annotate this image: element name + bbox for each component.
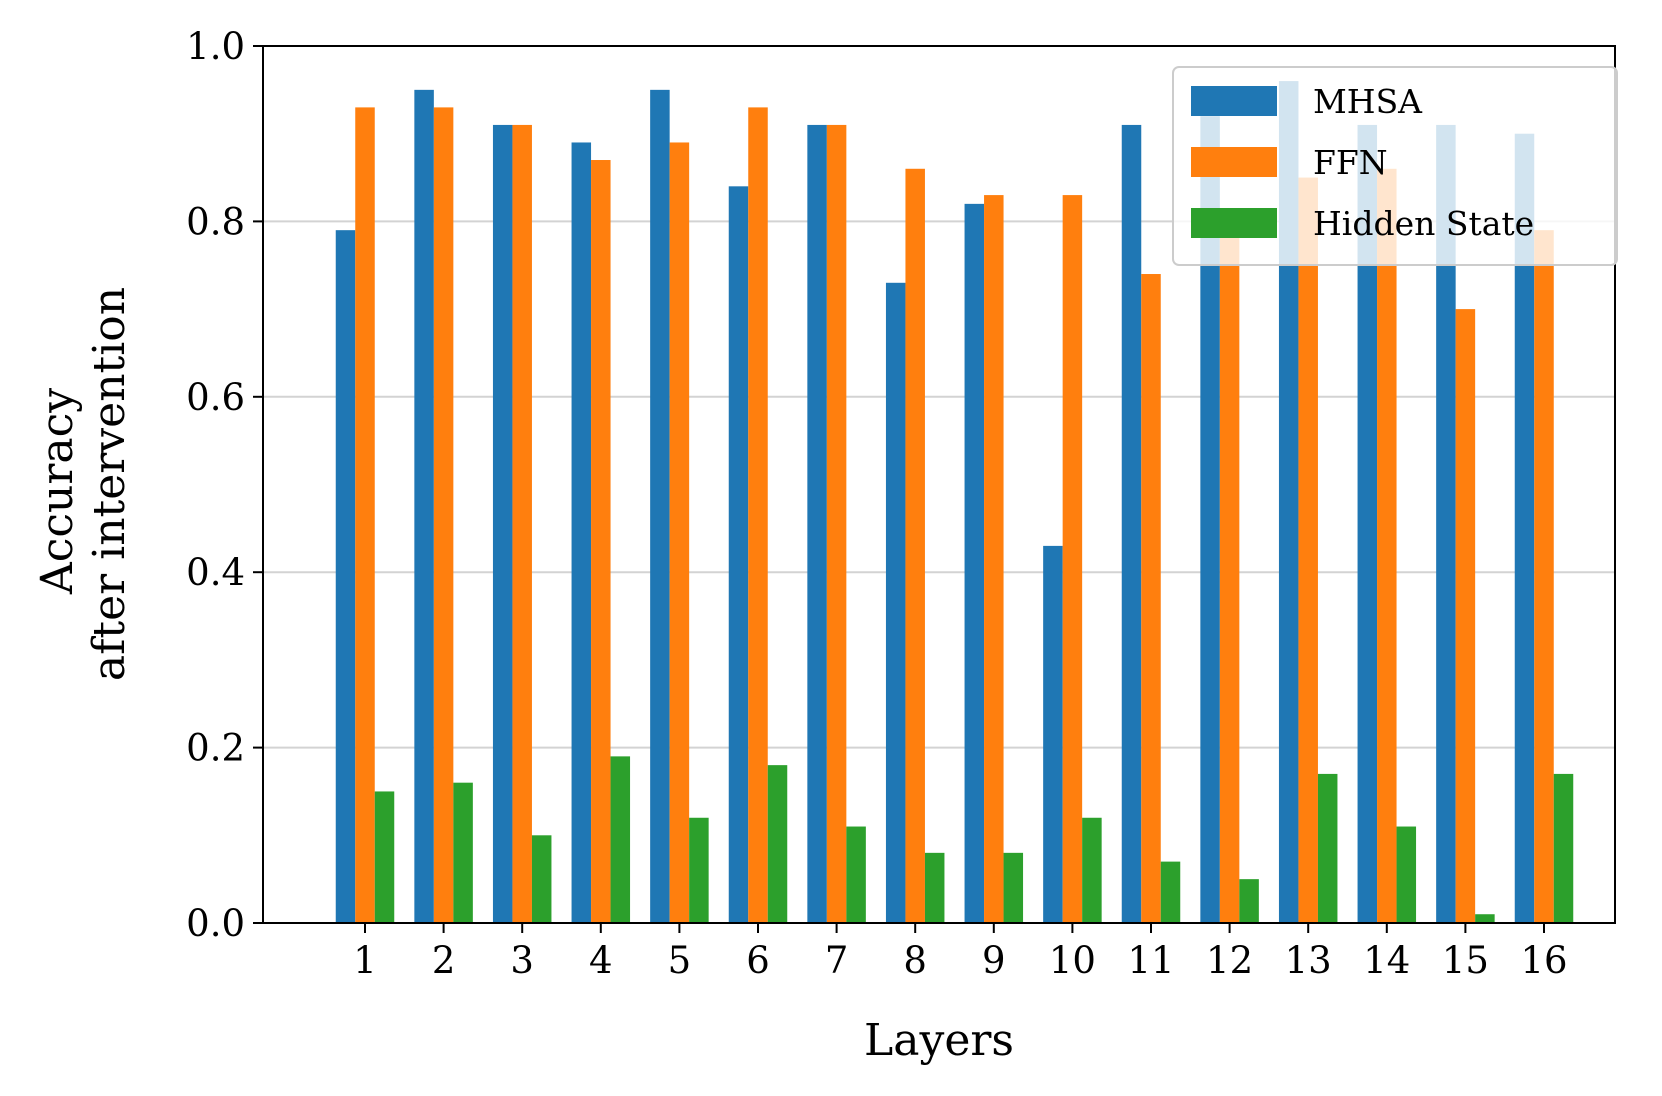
bar-mhsa — [885, 282, 906, 923]
x-tick-label: 2 — [432, 939, 456, 982]
x-tick-label: 13 — [1285, 939, 1332, 982]
bar-hidden-state — [374, 791, 395, 923]
bar-ffn — [512, 124, 532, 924]
y-axis-label-line-1: Accuracy — [32, 388, 83, 595]
y-tick-label: 0.4 — [186, 551, 245, 594]
bar-hidden-state — [689, 817, 709, 923]
bar-ffn — [748, 107, 768, 923]
bar-hidden-state — [531, 835, 552, 923]
bar-ffn — [1141, 274, 1161, 923]
y-axis: 0.0 0.2 0.4 0.6 0.8 1.0 — [186, 25, 263, 945]
legend-swatch — [1191, 208, 1277, 238]
bar-hidden-state — [924, 852, 945, 923]
bar-mhsa — [650, 89, 670, 924]
bars — [335, 81, 1574, 924]
bar-ffn — [669, 142, 690, 924]
legend-swatch — [1191, 86, 1277, 116]
y-tick-label: 0.6 — [186, 376, 245, 419]
bar-hidden-state — [1553, 773, 1574, 923]
bar-mhsa — [335, 230, 356, 924]
bar-mhsa — [728, 186, 749, 923]
x-axis: 1 2 3 4 5 6 7 8 9 10 11 12 13 14 15 16 — [353, 923, 1568, 982]
bar-hidden-state — [1003, 852, 1024, 923]
x-tick-label: 15 — [1442, 939, 1489, 982]
y-axis-label: Accuracy after intervention — [32, 287, 135, 681]
x-tick-label: 9 — [982, 939, 1006, 982]
plot-frame — [262, 45, 1616, 924]
bar-hidden-state — [767, 765, 788, 923]
legend-swatch — [1191, 147, 1277, 177]
bar-ffn — [1219, 230, 1240, 924]
bar-ffn — [984, 195, 1004, 924]
y-tick-label: 0.8 — [186, 200, 245, 243]
bar-hidden-state — [1475, 914, 1495, 923]
legend-box — [1172, 66, 1618, 266]
y-axis-label-line-2: after intervention — [84, 287, 135, 681]
y-tick-label: 0.0 — [186, 902, 245, 945]
bar-ffn — [1377, 168, 1397, 923]
bar-mhsa — [1043, 545, 1063, 923]
x-tick-label: 14 — [1363, 939, 1410, 982]
x-tick-label: 10 — [1049, 939, 1096, 982]
bar-mhsa — [1278, 81, 1299, 923]
bar-hidden-state — [610, 756, 631, 923]
bar-mhsa — [571, 142, 592, 924]
legend-label: Hidden State — [1313, 204, 1534, 243]
x-tick-label: 4 — [589, 939, 613, 982]
bar-ffn — [433, 107, 454, 923]
bar-mhsa — [1357, 124, 1378, 924]
x-tick-label: 5 — [668, 939, 692, 982]
bar-ffn — [591, 160, 611, 923]
bar-mhsa — [492, 124, 513, 924]
bar-hidden-state — [1396, 826, 1417, 923]
x-tick-label: 3 — [510, 939, 534, 982]
x-tick-label: 8 — [903, 939, 927, 982]
bar-hidden-state — [1082, 817, 1102, 923]
bar-mhsa — [1121, 124, 1142, 924]
bar-ffn — [1534, 230, 1554, 924]
x-tick-label: 7 — [825, 939, 849, 982]
bar-mhsa — [1436, 124, 1456, 924]
bar-hidden-state — [1160, 861, 1181, 923]
gridlines — [263, 220, 1615, 749]
bar-hidden-state — [1317, 773, 1338, 923]
x-tick-label: 1 — [353, 939, 377, 982]
x-tick-label: 16 — [1520, 939, 1567, 982]
bar-mhsa — [964, 203, 985, 924]
bar-ffn — [905, 168, 925, 923]
bar-ffn — [1455, 309, 1476, 924]
bar-ffn — [1298, 177, 1318, 924]
bar-hidden-state — [453, 782, 473, 923]
y-tick-label: 0.2 — [186, 727, 245, 770]
x-axis-label: Layers — [864, 1015, 1014, 1066]
bar-ffn — [826, 124, 847, 924]
legend-label: FFN — [1313, 143, 1388, 182]
bar-mhsa — [414, 89, 434, 924]
bar-mhsa — [1514, 133, 1535, 923]
bar-ffn — [355, 107, 375, 923]
bar-ffn — [1062, 195, 1083, 924]
bar-hidden-state — [1239, 879, 1259, 923]
legend-label: MHSA — [1313, 82, 1423, 121]
y-tick-label: 1.0 — [186, 25, 245, 68]
bar-hidden-state — [846, 826, 866, 923]
bar-mhsa — [807, 124, 827, 924]
x-tick-label: 12 — [1206, 939, 1253, 982]
x-tick-label: 11 — [1127, 939, 1174, 982]
x-tick-label: 6 — [746, 939, 770, 982]
legend: MHSA FFN Hidden State — [1172, 66, 1618, 266]
bar-mhsa — [1200, 116, 1220, 923]
